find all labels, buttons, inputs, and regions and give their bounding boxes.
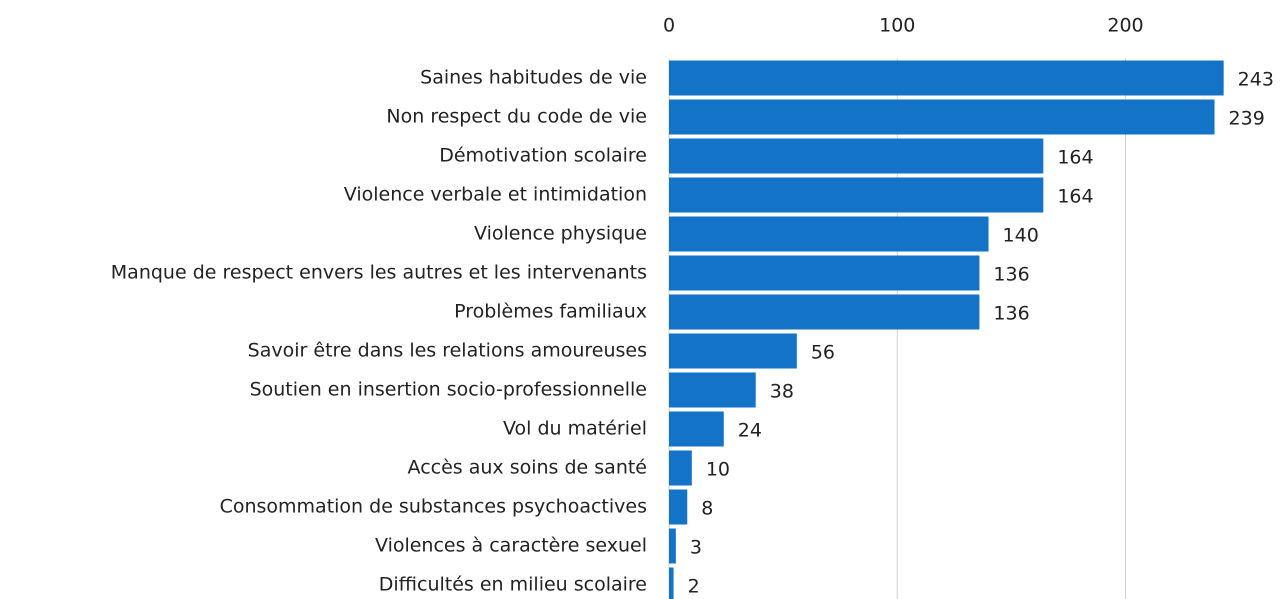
value-label: 136 (993, 303, 1029, 325)
bar (669, 216, 989, 252)
x-tick-label: 100 (879, 15, 915, 37)
value-label: 164 (1057, 186, 1093, 208)
bar (669, 567, 674, 599)
category-label: Violence physique (474, 223, 647, 245)
category-label: Vol du matériel (503, 418, 647, 440)
bar (669, 60, 1224, 96)
value-label: 3 (690, 537, 702, 559)
category-label: Problèmes familiaux (454, 301, 647, 323)
bar (669, 528, 676, 564)
category-label: Difficultés en milieu scolaire (379, 574, 647, 596)
value-label: 56 (811, 342, 835, 364)
bar (669, 372, 756, 408)
x-tick-label: 0 (663, 15, 675, 37)
value-label: 38 (770, 381, 794, 403)
bar (669, 138, 1044, 174)
value-label: 243 (1238, 69, 1274, 91)
category-label: Violences à caractère sexuel (375, 535, 647, 557)
category-label: Non respect du code de vie (386, 106, 647, 128)
bar (669, 333, 797, 369)
category-label: Soutien en insertion socio-professionnel… (250, 379, 647, 401)
category-label: Démotivation scolaire (439, 145, 647, 167)
value-label: 239 (1229, 108, 1265, 130)
bar (669, 177, 1044, 213)
category-label: Saines habitudes de vie (420, 67, 647, 89)
category-label: Consommation de substances psychoactives (220, 496, 647, 518)
bar (669, 99, 1215, 135)
bar (669, 489, 688, 525)
value-label: 140 (1003, 225, 1039, 247)
x-tick-label: 200 (1107, 15, 1143, 37)
category-label: Accès aux soins de santé (408, 457, 647, 479)
value-label: 2 (688, 576, 700, 598)
category-label: Violence verbale et intimidation (344, 184, 647, 206)
category-label: Savoir être dans les relations amoureuse… (248, 340, 647, 362)
bar (669, 255, 980, 291)
bar (669, 294, 980, 330)
value-label: 10 (706, 459, 730, 481)
bar (669, 411, 724, 447)
category-label: Manque de respect envers les autres et l… (111, 262, 647, 284)
value-label: 164 (1057, 147, 1093, 169)
value-label: 24 (738, 420, 762, 442)
value-label: 8 (701, 498, 713, 520)
bar (669, 450, 692, 486)
value-label: 136 (993, 264, 1029, 286)
